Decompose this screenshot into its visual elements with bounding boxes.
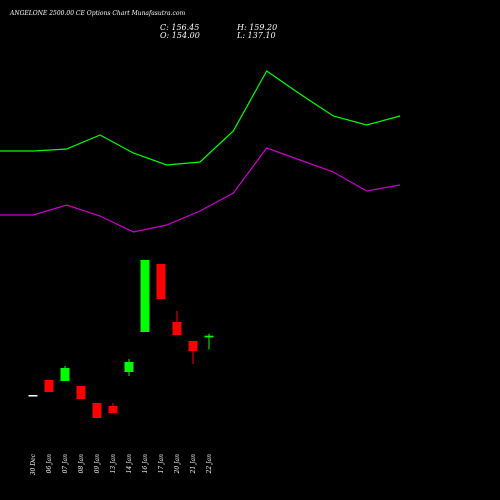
price-info: O: 154.00 [160, 31, 200, 40]
candle-body [28, 395, 38, 397]
candle-body [44, 380, 54, 392]
x-tick-label: 17 Jan [158, 454, 165, 474]
x-tick-label: 21 Jan [190, 454, 197, 475]
price-info: L: 137.10 [236, 31, 276, 40]
candle-body [124, 362, 134, 372]
candle-body [108, 406, 118, 413]
price-info: C: 156.45 [160, 23, 199, 32]
x-tick-label: 08 Jan [78, 454, 85, 474]
candle-body [204, 335, 214, 338]
x-tick-label: 22 Jan [206, 454, 213, 475]
candle-body [156, 264, 166, 299]
x-tick-label: 20 Jan [174, 454, 181, 475]
indicator-line [0, 70, 401, 166]
x-tick-label: 06 Jan [46, 454, 53, 474]
price-info: H: 159.20 [236, 23, 277, 32]
candle-body [76, 386, 86, 399]
candle-body [140, 260, 150, 332]
candle-body [92, 403, 102, 418]
x-tick-label: 14 Jan [126, 454, 133, 474]
x-tick-label: 13 Jan [110, 454, 117, 474]
candle-body [172, 322, 182, 335]
indicator-line [0, 147, 401, 233]
candle-body [188, 341, 198, 351]
candle-body [60, 368, 70, 381]
x-tick-label: 07 Jan [62, 454, 69, 474]
x-tick-label: 16 Jan [142, 454, 149, 474]
x-tick-label: 30 Dec [30, 453, 37, 475]
chart-title: ANGELONE 2500.00 CE Options Chart Munafa… [9, 10, 185, 17]
x-tick-label: 09 Jan [94, 454, 101, 474]
